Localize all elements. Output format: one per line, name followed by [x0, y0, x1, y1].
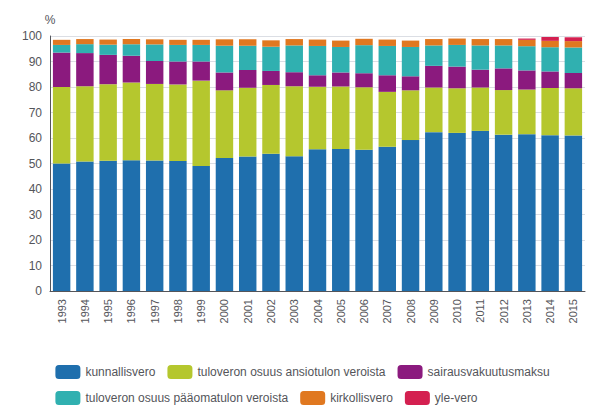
- svg-text:1996: 1996: [125, 299, 137, 323]
- svg-text:2003: 2003: [288, 299, 300, 323]
- svg-text:kunnallisvero: kunnallisvero: [85, 365, 155, 379]
- svg-text:2006: 2006: [358, 299, 370, 323]
- svg-text:30: 30: [29, 208, 43, 222]
- svg-text:40: 40: [29, 182, 43, 196]
- svg-text:sairausvakuutusmaksu: sairausvakuutusmaksu: [428, 365, 550, 379]
- svg-text:70: 70: [29, 106, 43, 120]
- svg-text:1998: 1998: [172, 299, 184, 323]
- svg-text:90: 90: [29, 55, 43, 69]
- svg-text:50: 50: [29, 157, 43, 171]
- svg-text:0: 0: [35, 284, 42, 298]
- svg-text:2011: 2011: [474, 299, 486, 323]
- svg-text:1995: 1995: [102, 299, 114, 323]
- svg-text:yle-vero: yle-vero: [435, 391, 478, 405]
- svg-text:2012: 2012: [498, 299, 510, 323]
- svg-text:2008: 2008: [405, 299, 417, 323]
- svg-text:2014: 2014: [544, 299, 556, 323]
- svg-text:2013: 2013: [521, 299, 533, 323]
- svg-text:2004: 2004: [312, 299, 324, 323]
- svg-text:tuloveron osuus ansiotulon ver: tuloveron osuus ansiotulon veroista: [197, 365, 385, 379]
- svg-text:%: %: [45, 13, 56, 27]
- svg-text:80: 80: [29, 80, 43, 94]
- svg-text:2009: 2009: [428, 299, 440, 323]
- svg-text:100: 100: [22, 29, 42, 43]
- svg-text:10: 10: [29, 259, 43, 273]
- svg-text:2002: 2002: [265, 299, 277, 323]
- svg-text:20: 20: [29, 233, 43, 247]
- svg-text:1994: 1994: [79, 299, 91, 323]
- svg-text:2000: 2000: [218, 299, 230, 323]
- svg-text:2007: 2007: [381, 299, 393, 323]
- svg-text:tuloveron osuus pääomatulon ve: tuloveron osuus pääomatulon veroista: [85, 391, 288, 405]
- svg-text:1999: 1999: [195, 299, 207, 323]
- svg-text:60: 60: [29, 131, 43, 145]
- svg-text:2010: 2010: [451, 299, 463, 323]
- svg-text:2015: 2015: [567, 299, 579, 323]
- svg-text:2001: 2001: [242, 299, 254, 323]
- svg-text:2005: 2005: [335, 299, 347, 323]
- svg-text:kirkollisvero: kirkollisvero: [330, 391, 393, 405]
- svg-text:1997: 1997: [149, 299, 161, 323]
- svg-text:1993: 1993: [56, 299, 68, 323]
